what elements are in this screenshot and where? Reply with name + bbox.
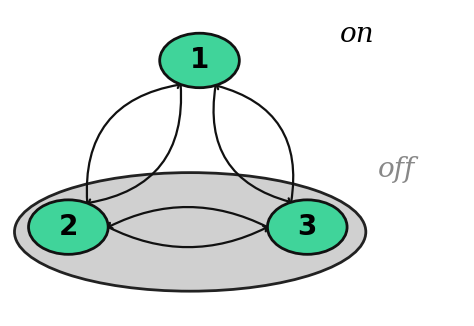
Text: on: on: [340, 21, 374, 48]
Ellipse shape: [15, 172, 366, 291]
Text: 3: 3: [298, 213, 317, 241]
Text: 1: 1: [190, 47, 209, 74]
Text: off: off: [377, 156, 415, 183]
Circle shape: [160, 33, 239, 88]
Text: 2: 2: [59, 213, 78, 241]
Circle shape: [28, 200, 108, 254]
Circle shape: [267, 200, 347, 254]
